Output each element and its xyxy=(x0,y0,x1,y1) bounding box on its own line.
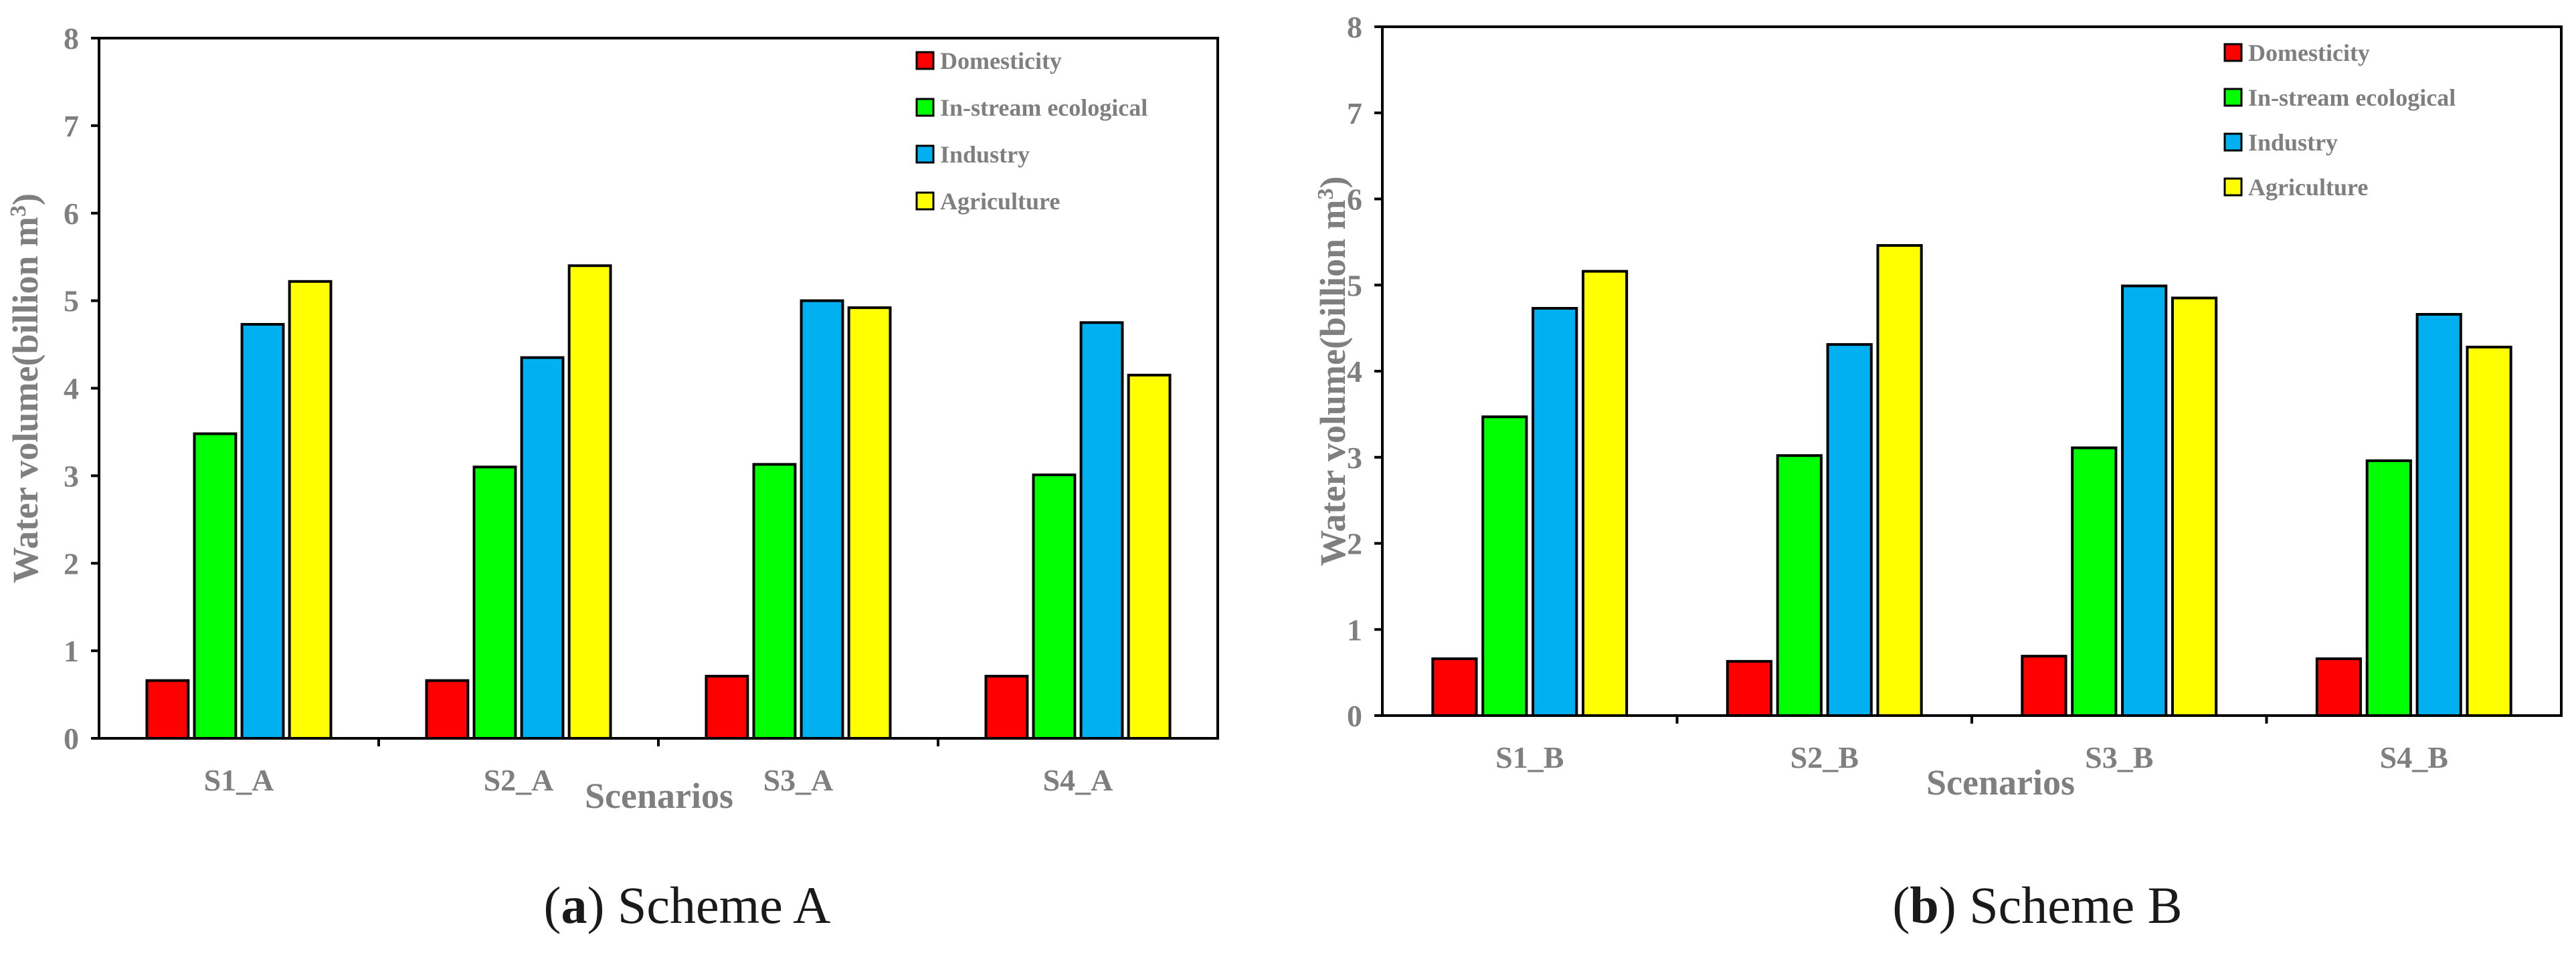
chart-b: 0 1 2 3 4 5 6 7 8 S1_B S2_B S3_B S4_B Domesticity In-s… xyxy=(1313,10,2563,934)
plot-area xyxy=(98,37,1219,740)
y-tick-label: 4 xyxy=(1347,354,1362,389)
x-tick-label: S1_B xyxy=(1495,740,1564,774)
bar-domesticity xyxy=(425,679,470,740)
bar-in-stream-ecological xyxy=(752,463,797,740)
legend-swatch xyxy=(2223,88,2243,107)
bar-industry xyxy=(520,356,565,740)
y-tick-label: 2 xyxy=(1347,527,1362,561)
bar-in-stream-ecological xyxy=(1481,415,1528,717)
y-tick-label: 6 xyxy=(1347,183,1362,217)
legend-swatch xyxy=(2223,43,2243,62)
legend-swatch xyxy=(2223,177,2243,197)
bar-industry xyxy=(800,299,844,740)
legend-swatch xyxy=(915,191,935,211)
x-tick-label: S3_B xyxy=(2085,740,2153,774)
legend-label: Agriculture xyxy=(2248,174,2368,201)
y-tick-label: 2 xyxy=(64,546,79,580)
x-axis-title: Scenarios xyxy=(1926,762,2075,803)
bar-agriculture xyxy=(288,280,333,740)
bar-in-stream-ecological xyxy=(472,465,517,740)
y-tick-label: 1 xyxy=(64,634,79,668)
legend-swatch xyxy=(915,51,935,70)
x-tick-label: S2_A xyxy=(484,763,554,797)
bar-in-stream-ecological xyxy=(1776,454,1823,717)
bar-agriculture xyxy=(1581,270,1629,717)
y-tick-label: 4 xyxy=(64,372,79,406)
bar-industry xyxy=(2121,284,2168,718)
legend-label: Agriculture xyxy=(940,188,1060,215)
y-tick-label: 6 xyxy=(64,197,79,231)
x-axis-title: Scenarios xyxy=(585,776,733,816)
y-tick-label: 1 xyxy=(1347,613,1362,647)
chart-a: 0 1 2 3 4 5 6 7 8 S1_A S2_A S3_A S4_A Domesticity In-s… xyxy=(5,21,1219,934)
bar-industry xyxy=(1079,321,1124,740)
legend: Domesticity In-stream ecological Industry A… xyxy=(915,47,1147,215)
bar-in-stream-ecological xyxy=(193,432,238,740)
caption: (a) Scheme A xyxy=(544,876,831,934)
x-tick-label: S4_B xyxy=(2380,740,2448,774)
y-axis-title: Water volume(billion m3) xyxy=(1313,177,1353,566)
bar-in-stream-ecological xyxy=(1032,473,1077,740)
bar-industry xyxy=(1826,343,1873,717)
legend-swatch xyxy=(915,98,935,117)
bar-domesticity xyxy=(2315,657,2363,718)
bar-agriculture xyxy=(2171,296,2218,717)
legend-label: Domesticity xyxy=(2248,39,2370,66)
bar-agriculture xyxy=(1127,373,1172,740)
bar-domesticity xyxy=(2021,655,2067,717)
y-tick-label: 5 xyxy=(64,284,79,318)
bar-agriculture xyxy=(2466,345,2512,717)
y-tick-label: 3 xyxy=(64,459,79,493)
bar-agriculture xyxy=(847,306,892,740)
y-tick-label: 5 xyxy=(1347,268,1362,302)
legend-label: Domesticity xyxy=(940,47,1062,74)
plot-area xyxy=(1381,25,2563,717)
bar-industry xyxy=(1532,307,1578,717)
legend-label: Industry xyxy=(940,141,1030,168)
bar-agriculture xyxy=(567,264,612,740)
bar-domesticity xyxy=(145,679,190,740)
y-tick-label: 7 xyxy=(1347,96,1362,130)
bar-industry xyxy=(2415,313,2462,717)
bar-domesticity xyxy=(1431,657,1478,718)
y-tick-label: 8 xyxy=(1347,10,1362,44)
x-tick-label: S1_A xyxy=(204,763,274,797)
bar-in-stream-ecological xyxy=(2365,459,2412,718)
x-tick-label: S4_A xyxy=(1043,763,1113,797)
x-tick-label: S3_A xyxy=(763,763,834,797)
bar-domesticity xyxy=(984,675,1029,740)
bar-domesticity xyxy=(1726,659,1773,718)
caption: (b) Scheme B xyxy=(1892,876,2182,934)
legend-swatch xyxy=(915,144,935,164)
y-tick-label: 7 xyxy=(64,109,79,143)
bar-in-stream-ecological xyxy=(2071,446,2118,718)
y-axis-title: Water volume(billion m3) xyxy=(5,193,45,583)
legend-label: Industry xyxy=(2248,129,2338,156)
y-tick-label: 0 xyxy=(1347,699,1362,733)
bar-industry xyxy=(240,322,285,740)
legend: Domesticity In-stream ecological Industry A… xyxy=(2223,39,2456,201)
x-tick-label: S2_B xyxy=(1790,740,1859,774)
legend-swatch xyxy=(2223,132,2243,152)
bar-agriculture xyxy=(1876,244,1923,717)
legend-label: In-stream ecological xyxy=(940,94,1147,121)
y-tick-label: 0 xyxy=(64,722,79,756)
legend-label: In-stream ecological xyxy=(2248,84,2456,111)
bar-domesticity xyxy=(705,675,749,740)
y-tick-label: 8 xyxy=(64,21,79,56)
y-tick-label: 3 xyxy=(1347,441,1362,475)
